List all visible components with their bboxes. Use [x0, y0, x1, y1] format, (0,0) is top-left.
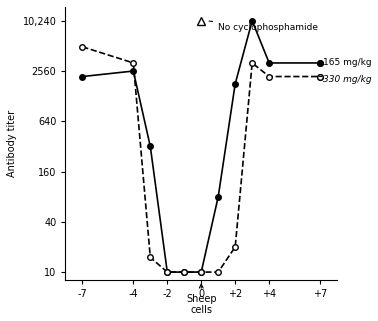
- Text: No cyclophosphamide: No cyclophosphamide: [209, 21, 318, 32]
- Text: Sheep
cells: Sheep cells: [186, 284, 217, 315]
- Text: 330 mg/kg: 330 mg/kg: [324, 75, 372, 84]
- Y-axis label: Antibody titer: Antibody titer: [7, 110, 17, 177]
- Text: 165 mg/kg: 165 mg/kg: [324, 58, 372, 67]
